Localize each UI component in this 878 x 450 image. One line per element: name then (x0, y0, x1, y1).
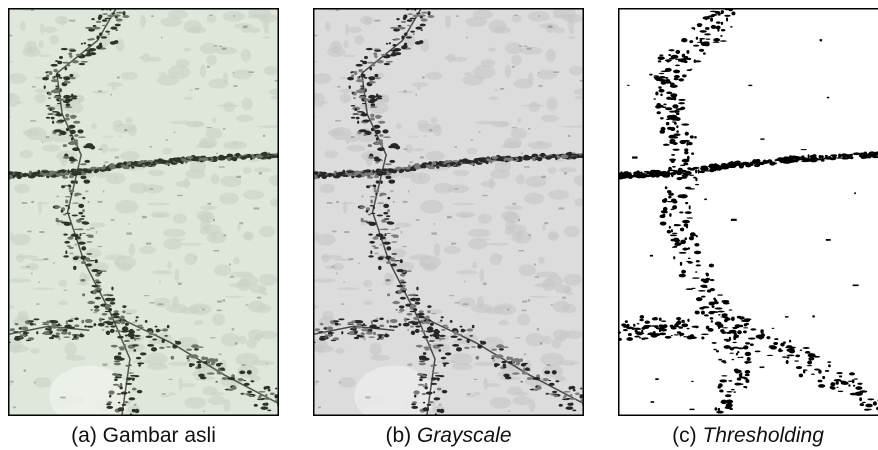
caption: (b) Grayscale (313, 424, 584, 448)
caption: (c) Thresholding (618, 424, 878, 448)
caption-label: (c) (672, 424, 697, 447)
image-grayscale (313, 8, 584, 416)
caption: (a) Gambar asli (8, 424, 279, 448)
image-threshold (618, 8, 878, 416)
caption-label: (b) (385, 424, 411, 447)
caption-text: Grayscale (417, 424, 512, 447)
caption-label: (a) (71, 424, 97, 447)
image (313, 8, 584, 416)
caption-text: Thresholding (702, 424, 823, 447)
figure: {"figures": [ {"label": "(a)", "caption"… (0, 0, 878, 450)
image (618, 8, 878, 416)
image (8, 8, 279, 416)
caption-text: Gambar asli (103, 424, 216, 447)
image-original (8, 8, 279, 416)
